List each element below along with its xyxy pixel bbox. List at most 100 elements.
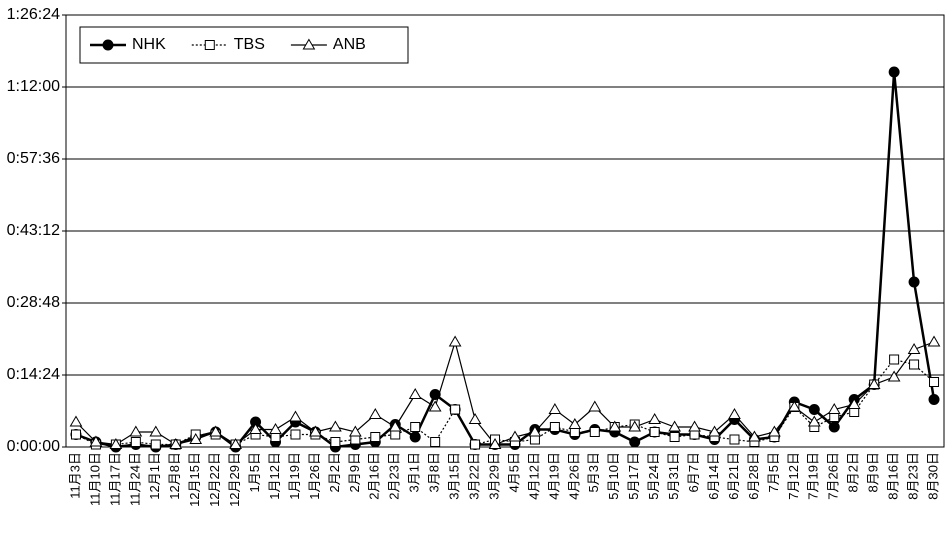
x-tick-label: 3月29日 [486,452,501,500]
point [548,403,562,414]
point [528,425,542,437]
point [729,434,740,445]
point [768,425,781,437]
y-tick-label: 0:00:00 [7,438,60,455]
point [908,276,920,288]
point [169,438,183,449]
point [629,436,641,448]
point [549,422,560,432]
x-tick-label: 6月7日 [686,452,701,492]
y-tick-label: 1:12:00 [7,78,60,95]
point [748,430,761,442]
legend-marker [302,38,316,50]
point [368,408,382,419]
x-tick-label: 4月12日 [526,452,541,500]
point [828,421,840,433]
point [508,430,522,442]
x-tick-label: 7月19日 [806,452,821,500]
point [249,423,262,434]
x-tick-label: 3月8日 [427,452,442,492]
y-tick-label: 0:14:24 [7,366,60,383]
point [628,420,642,432]
x-tick-label: 5月24日 [646,452,661,500]
point [589,427,600,437]
x-tick-label: 3月15日 [447,452,462,500]
x-tick-label: 6月14日 [706,452,721,500]
point [370,432,381,442]
legend-label: TBS [234,36,265,53]
point [787,400,801,412]
point [309,425,322,437]
x-tick-label: 8月30日 [925,452,940,500]
point [669,432,680,442]
point [847,398,861,409]
point [887,370,901,382]
point [827,403,841,414]
x-tick-label: 12月15日 [187,452,202,507]
x-tick-label: 11月3日 [67,452,82,499]
legend-label: ANB [333,36,366,53]
x-tick-label: 11月24日 [127,452,142,506]
point [928,394,940,405]
point [807,415,821,427]
x-tick-label: 11月10日 [87,452,102,506]
x-tick-label: 5月31日 [666,452,681,500]
point [428,400,442,412]
point [909,359,920,370]
point [109,438,123,449]
x-tick-label: 1月19日 [287,452,302,500]
x-tick-label: 2月23日 [387,452,402,500]
x-tick-label: 7月12日 [786,452,801,500]
x-tick-label: 12月8日 [167,452,182,500]
point [409,431,421,443]
point [668,420,681,432]
point [907,343,921,354]
point [89,435,103,447]
y-tick-label: 1:26:24 [7,6,60,23]
point [867,378,881,389]
x-tick-label: 6月21日 [726,452,741,500]
x-tick-label: 3月22日 [467,452,482,500]
point [70,429,81,440]
point [470,439,481,450]
point [448,335,462,347]
point [290,429,301,440]
point [229,438,242,449]
point [189,433,203,444]
point [688,420,701,432]
point [129,425,143,437]
x-tick-label: 11月17日 [107,452,122,506]
x-tick-label: 2月2日 [327,452,342,492]
x-tick-label: 1月5日 [247,452,262,492]
point [450,404,461,415]
legend-marker [102,39,114,51]
y-tick-label: 0:57:36 [7,150,60,167]
x-tick-label: 2月9日 [347,452,362,492]
point [927,335,941,347]
point [488,438,502,449]
x-tick-label: 1月26日 [307,452,322,500]
x-tick-label: 6月28日 [746,452,761,500]
x-tick-label: 8月9日 [866,452,881,492]
legend-marker [204,40,215,50]
x-tick-label: 4月5日 [506,452,521,492]
point [649,427,660,437]
x-tick-label: 4月26日 [566,452,581,500]
x-tick-label: 1月12日 [267,452,282,500]
y-tick-label: 0:28:48 [7,294,60,311]
x-tick-label: 5月10日 [606,452,621,500]
point [348,425,362,437]
x-tick-label: 4月19日 [546,452,561,500]
x-tick-label: 3月1日 [407,452,422,492]
point [69,415,83,427]
point [329,420,342,432]
x-tick-label: 7月26日 [826,452,841,500]
point [808,404,820,415]
point [588,400,602,412]
point [289,410,302,422]
x-tick-label: 5月17日 [626,452,641,500]
point [130,437,141,447]
x-tick-label: 5月3日 [586,452,601,492]
point [468,413,482,424]
point [568,418,582,429]
